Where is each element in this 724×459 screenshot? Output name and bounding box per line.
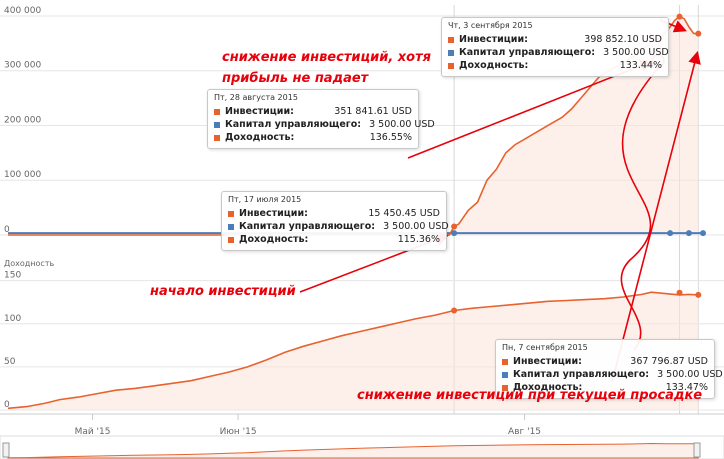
y-tick-label: 0 xyxy=(4,225,10,235)
tooltip-row-yield: Доходность: 133.47% xyxy=(502,381,708,394)
series-color-swatch xyxy=(502,371,508,378)
navigator-left-handle[interactable] xyxy=(2,442,10,458)
tooltip-row-yield: Доходность: 133.44% xyxy=(448,59,662,72)
data-point-marker xyxy=(700,230,706,237)
series-color-swatch xyxy=(502,384,508,391)
tooltip-value: 115.36% xyxy=(397,234,440,245)
tooltip-value: 3 500.00 USD xyxy=(383,221,449,232)
data-point-marker xyxy=(685,230,692,237)
tooltip-sep7: Пн, 7 сентября 2015 Инвестиции: 367 796.8… xyxy=(495,339,723,399)
series-color-swatch xyxy=(502,358,508,365)
data-point-marker xyxy=(676,289,683,296)
tooltip-value: 3 500.00 USD xyxy=(603,47,669,58)
tooltip-row-capital: Капитал управляющего: 3 500.00 USD xyxy=(214,118,435,131)
data-point-marker xyxy=(676,13,683,20)
y-tick-label: 50 xyxy=(4,357,16,367)
data-point-marker xyxy=(451,230,458,237)
data-point-marker xyxy=(695,30,702,37)
tooltip-row-investments: Инвестиции: 367 796.87 USD xyxy=(502,355,708,368)
investments-area-fill xyxy=(8,16,699,235)
tooltip-label: Капитал управляющего: xyxy=(513,369,650,380)
tooltip-row-investments: Инвестиции: 15 450.45 USD xyxy=(228,207,440,220)
series-color-swatch xyxy=(228,223,234,230)
navigator-strip[interactable] xyxy=(0,435,724,459)
tooltip-row-investments: Инвестиции: 351 841.61 USD xyxy=(214,105,412,118)
y-tick-label: 300 000 xyxy=(4,61,41,71)
tooltip-label: Доходность: xyxy=(239,234,309,245)
tooltip-row-capital: Капитал управляющего: 3 500.00 USD xyxy=(448,46,669,59)
tooltip-value: 15 450.45 USD xyxy=(368,208,440,219)
tooltip-label: Доходность: xyxy=(225,132,295,143)
y-tick-label: 200 000 xyxy=(4,115,41,125)
tooltip-label: Доходность: xyxy=(459,60,529,71)
investments-y-axis: 0 100 000 200 000 300 000 400 000 xyxy=(4,6,41,235)
series-color-swatch xyxy=(228,236,234,243)
tooltip-value: 398 852.10 USD xyxy=(584,34,662,45)
y-tick-label: 400 000 xyxy=(4,6,41,16)
x-axis: Май '15 Июн '15 Авг '15 xyxy=(0,413,724,437)
tooltip-date: Чт, 3 сентября 2015 xyxy=(448,21,533,30)
series-color-swatch xyxy=(214,121,220,128)
tooltip-value: 133.44% xyxy=(619,60,662,71)
y-tick-label: 100 000 xyxy=(4,170,41,180)
yield-markers xyxy=(451,289,702,314)
investments-markers xyxy=(451,13,706,237)
x-tick-label: Май '15 xyxy=(75,427,111,437)
annotation-drop-no-loss-2: прибыль не падает xyxy=(222,71,369,86)
annotation-drop-drawdown: снижение инвестиций при текущей просадке xyxy=(357,388,703,403)
data-point-marker xyxy=(695,291,702,298)
data-point-marker xyxy=(451,223,458,230)
tooltip-label: Доходность: xyxy=(513,382,583,393)
tooltip-label: Капитал управляющего: xyxy=(239,221,376,232)
series-color-swatch xyxy=(214,108,220,115)
tooltip-row-yield: Доходность: 136.55% xyxy=(214,131,412,144)
tooltip-date: Пт, 28 августа 2015 xyxy=(214,93,298,102)
tooltip-row-yield: Доходность: 115.36% xyxy=(228,233,440,246)
tooltip-date: Пн, 7 сентября 2015 xyxy=(502,343,588,352)
tooltip-value: 367 796.87 USD xyxy=(630,356,708,367)
yield-panel-title: Доходность xyxy=(4,259,54,268)
tooltip-value: 133.47% xyxy=(665,382,708,393)
series-color-swatch xyxy=(448,36,454,43)
tooltip-value: 3 500.00 USD xyxy=(369,119,435,130)
yield-y-axis: 0 50 100 150 xyxy=(4,271,21,410)
tooltip-row-investments: Инвестиции: 398 852.10 USD xyxy=(448,33,662,46)
annotation-drop-no-loss-1: снижение инвестиций, хотя xyxy=(222,50,431,65)
series-color-swatch xyxy=(214,134,220,141)
tooltip-value: 351 841.61 USD xyxy=(334,106,412,117)
yield-series-line xyxy=(7,291,699,410)
data-point-marker xyxy=(667,230,674,237)
curve-connector xyxy=(620,65,661,351)
data-point-marker xyxy=(451,307,458,314)
y-tick-label: 0 xyxy=(4,400,10,410)
tooltip-label: Инвестиции: xyxy=(225,106,294,117)
y-tick-label: 150 xyxy=(4,271,21,281)
tooltip-date: Пт, 17 июля 2015 xyxy=(228,195,302,204)
series-color-swatch xyxy=(448,49,454,56)
navigator-series-line xyxy=(7,442,699,459)
tooltip-label: Инвестиции: xyxy=(239,208,308,219)
tooltip-value: 3 500.00 USD xyxy=(657,369,723,380)
tooltip-jul17: Пт, 17 июля 2015 Инвестиции: 15 450.45 US… xyxy=(221,191,449,251)
tooltip-row-capital: Капитал управляющего: 3 500.00 USD xyxy=(502,368,723,381)
tooltip-value: 136.55% xyxy=(369,132,412,143)
tooltip-label: Инвестиции: xyxy=(513,356,582,367)
tooltip-row-capital: Капитал управляющего: 3 500.00 USD xyxy=(228,220,449,233)
tooltip-label: Капитал управляющего: xyxy=(225,119,362,130)
annotation-investment-start: начало инвестиций xyxy=(150,284,296,299)
tooltip-aug28: Пт, 28 августа 2015 Инвестиции: 351 841.6… xyxy=(207,89,435,149)
arrow-drop-drawdown xyxy=(611,50,701,383)
arrow-drop-no-loss xyxy=(407,59,653,159)
tooltip-label: Капитал управляющего: xyxy=(459,47,596,58)
series-color-swatch xyxy=(228,210,234,217)
x-tick-label: Авг '15 xyxy=(508,427,541,437)
x-tick-label: Июн '15 xyxy=(220,427,257,437)
tooltip-sep3: Чт, 3 сентября 2015 Инвестиции: 398 852.1… xyxy=(441,17,669,77)
navigator-right-handle[interactable] xyxy=(693,442,701,458)
y-tick-label: 100 xyxy=(4,314,21,324)
tooltip-label: Инвестиции: xyxy=(459,34,528,45)
series-color-swatch xyxy=(448,62,454,69)
